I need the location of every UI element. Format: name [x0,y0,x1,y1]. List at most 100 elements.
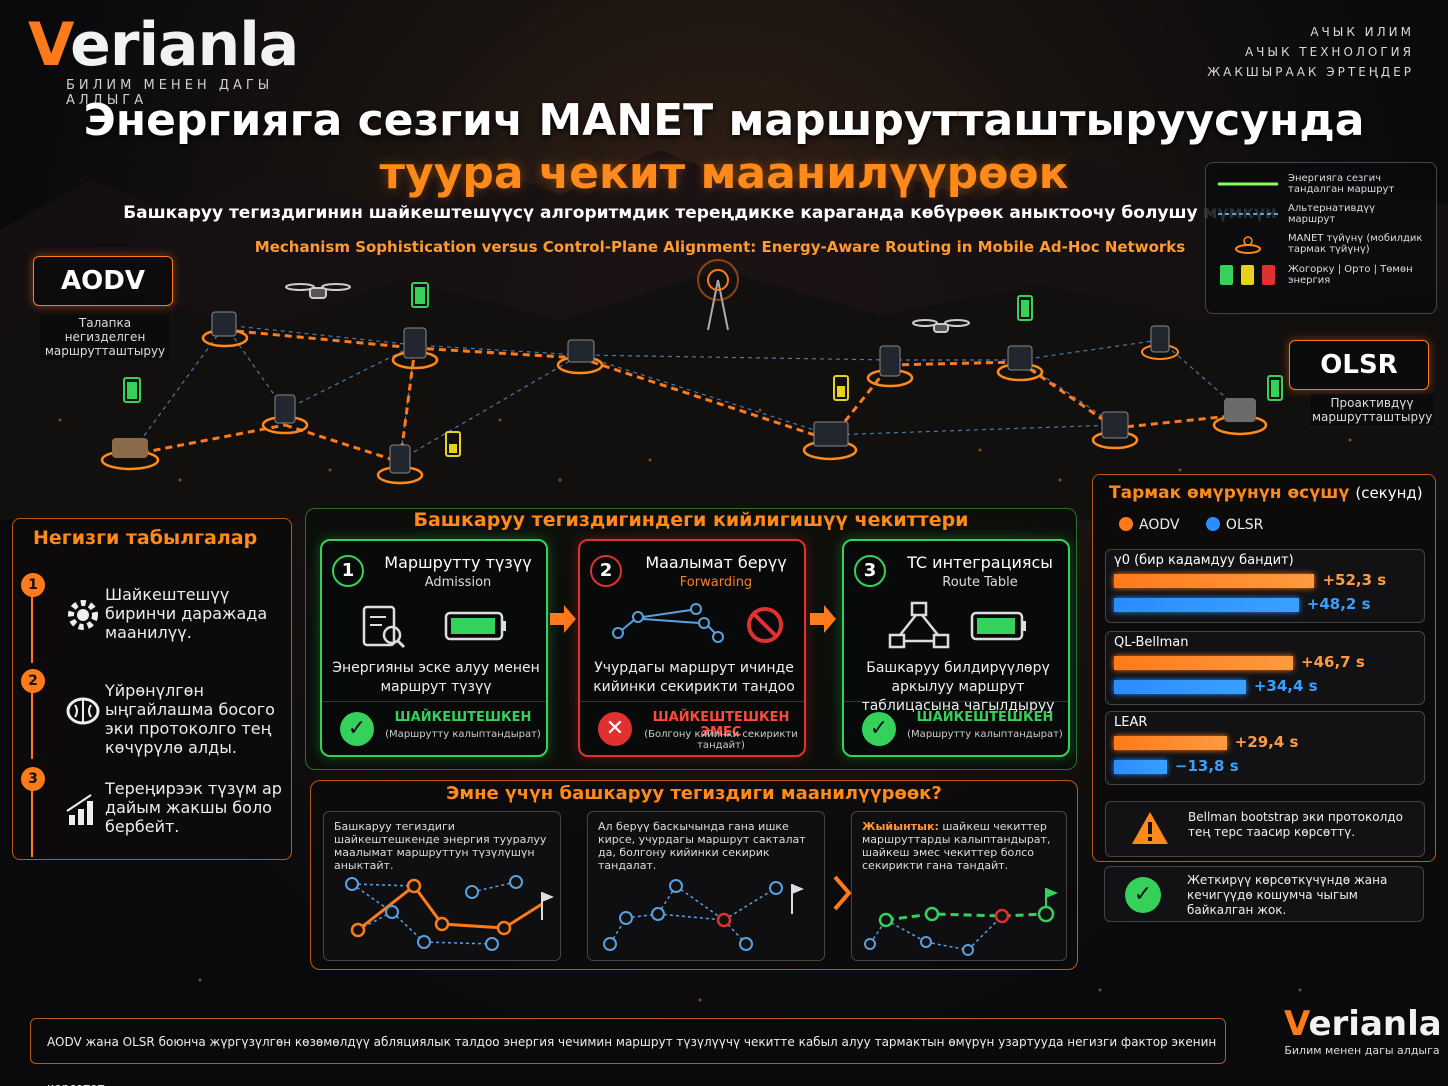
finding-item: 3 Тереңирээк түзүм ар дайым жакшы боло б… [21,767,287,857]
card-subtitle: Route Table [942,575,1018,590]
arrow-right-icon [810,605,836,633]
aodv-value-label: +52,3 s [1322,571,1387,589]
motto-line: АЧЫК ТЕХНОЛОГИЯ [1244,45,1414,59]
why-text: Башкаруу тегиздиги шайкештешкенде энерги… [334,820,547,872]
bar-group: γ0 (бир кадамдуу бандит) +52,3 s +48,2 s [1105,549,1425,623]
card-subtitle: Admission [424,575,492,590]
node-ring [866,345,914,388]
why-panel-conclusion: Жыйынтык: шайкеш чекиттер маршруттарды к… [851,811,1067,961]
title-line-2: туура чекит маанилүүрөөк [379,148,1069,199]
arrow-right-icon [550,605,576,633]
aodv-value-label: +29,4 s [1234,733,1299,751]
battery-levels-icon [1220,265,1275,285]
why-title: Эмне үчүн башкаруу тегиздиги маанилүүрөө… [446,783,942,804]
tower-icon [697,259,739,331]
drone-icon [285,283,970,333]
card-admission: 1 Маршрутту түзүү Admission Энергияны эс… [320,539,548,757]
status-label: ШАЙКЕШТЕШКЕН [394,710,532,725]
brand-name: erianla [70,10,299,80]
legend-energy-route: Энергияга сезгич тандалган маршрут [1288,173,1395,195]
aodv-description: Талапка негизделген маршрутташтыруу [40,314,170,360]
node-ring [100,438,160,471]
note-text: Жеткирүү көрсөткүчүндө жана кечигүүдө ко… [1187,873,1388,917]
bar-group-label: γ0 (бир кадамдуу бандит) [1114,553,1294,568]
card-title: Маршрутту түзүү [384,553,532,572]
manet-nodes [100,311,1268,485]
check-icon: ✓ [862,712,896,746]
control-points-panel: Башкаруу тегиздигиндеги кийлигишүү чекит… [305,508,1077,770]
card-number: 1 [332,555,364,587]
english-subtitle: Mechanism Sophistication versus Control-… [254,238,1186,256]
finding-number: 2 [21,669,45,693]
chart-unit: (секунд) [1355,484,1423,502]
brain-icon [66,697,100,725]
alt-route-swatch [1218,213,1278,215]
node-ring [201,311,249,348]
why-panel-aligned: Башкаруу тегиздиги шайкештешкенде энерги… [323,811,561,961]
status-label: ШАЙКЕШТЕШКЕН ЭМЕС [652,710,790,740]
chart-legend: AODV OLSR [1119,517,1263,533]
card-title: Маалымат берүү [645,553,787,572]
chevron-right-icon [833,875,852,911]
card-tc-integration: 3 TC интеграциясы Route Table Башкаруу б… [842,539,1070,757]
motto-line: АЧЫК ИЛИМ [1310,25,1414,39]
legend-alt-route: Альтернативдүү маршрут [1288,203,1376,225]
note-check: ✓ Жеткирүү көрсөткүчүндө жана кечигүүдө … [1104,866,1424,922]
lifetime-chart-panel: Тармак өмүрүнүн өсүшү (секунд) AODV OLSR… [1092,474,1436,862]
brand-logo: Verianla БИЛИМ МЕНЕН ДАГЫ АЛДЫГА [28,12,358,108]
legend-olsr: OLSR [1225,517,1264,533]
olsr-bar [1114,680,1246,694]
status-row: ✓ ШАЙКЕШТЕШКЕН (Маршрутту калыптандырат) [322,701,546,755]
ground-lights [58,408,1352,1002]
legend-battery: Жогорку | Орто | Төмөн энергия [1288,264,1413,286]
olsr-description: Проактивдүү маршрутташтыруу [1310,394,1434,426]
note-warning: Bellman bootstrap эки протоколдо тең тер… [1105,801,1425,857]
aligned-route-graph [345,875,554,951]
node-ring [802,421,858,461]
node-ring [261,394,309,435]
olsr-value-label: −13,8 s [1174,757,1239,775]
flag-icon [1045,888,1058,908]
aodv-value-label: +46,7 s [1301,653,1365,671]
aodv-bar [1114,736,1227,750]
motto: АЧЫК ИЛИМ АЧЫК ТЕХНОЛОГИЯ ЖАКШЫРААК ЭРТЕ… [1207,22,1414,82]
why-text: Ал берүү баскычында гана ишке кирсе, учу… [598,820,806,872]
map-legend: Энергияга сезгич тандалган маршрут Альте… [1205,162,1437,314]
status-row: ✕ ШАЙКЕШТЕШКЕН ЭМЕС (Болгону кийинки сек… [580,701,804,755]
footer-brand-name: erianla [1308,1004,1442,1044]
finding-text: Шайкештешүү биринчи даражада маанилүү. [105,585,268,642]
motto-line: ЖАКШЫРААК ЭРТЕҢДЕР [1207,65,1414,79]
status-sublabel: (Болгону кийинки секирикти тандайт) [644,729,798,751]
olsr-value-label: +48,2 s [1306,595,1371,613]
bar-group: QL-Bellman +46,7 s +34,4 s [1105,631,1425,705]
finding-text: Үйрөнүлгөн ыңгайлашма босого эки протоко… [105,681,275,757]
flag-icon [541,892,554,920]
why-text: шайкеш чекиттер маршруттарды калыптандыр… [862,820,1051,872]
bar-group-label: LEAR [1114,715,1148,730]
footer-summary: AODV жана OLSR боюнча жүргүзүлгөн көзөмө… [30,1018,1226,1086]
olsr-label: OLSR [1289,340,1429,390]
aodv-legend-dot [1119,517,1133,531]
node-ring [376,444,424,485]
brand-tagline: БИЛИМ МЕНЕН ДАГЫ АЛДЫГА [66,78,274,108]
card-number: 2 [590,555,622,587]
energy-route-swatch [1218,182,1278,186]
check-icon: ✓ [340,712,374,746]
olsr-bar [1114,760,1167,774]
node-ring [996,345,1044,382]
status-row: ✓ ШАЙКЕШТЕШКЕН (Маршрутту калыптандырат) [844,701,1068,755]
card-description: Энергияны эске алуу менен маршрут түзүү [332,660,540,695]
status-sublabel: (Маршрутту калыптандырат) [907,729,1063,740]
next-hop-graph-icon [612,603,783,643]
chart-title: Тармак өмүрүнүн өсүшү [1109,483,1350,503]
warning-icon [1132,812,1168,844]
olsr-bar [1114,598,1299,612]
bar-group-label: QL-Bellman [1114,635,1189,650]
aodv-bar [1114,574,1315,588]
finding-item: 2 Үйрөнүлгөн ыңгайлашма босого эки прото… [21,669,287,759]
node-swatch-icon [1235,236,1261,254]
aodv-bar [1114,656,1294,670]
card-number: 3 [854,555,886,587]
bars-growth-icon [66,794,93,825]
